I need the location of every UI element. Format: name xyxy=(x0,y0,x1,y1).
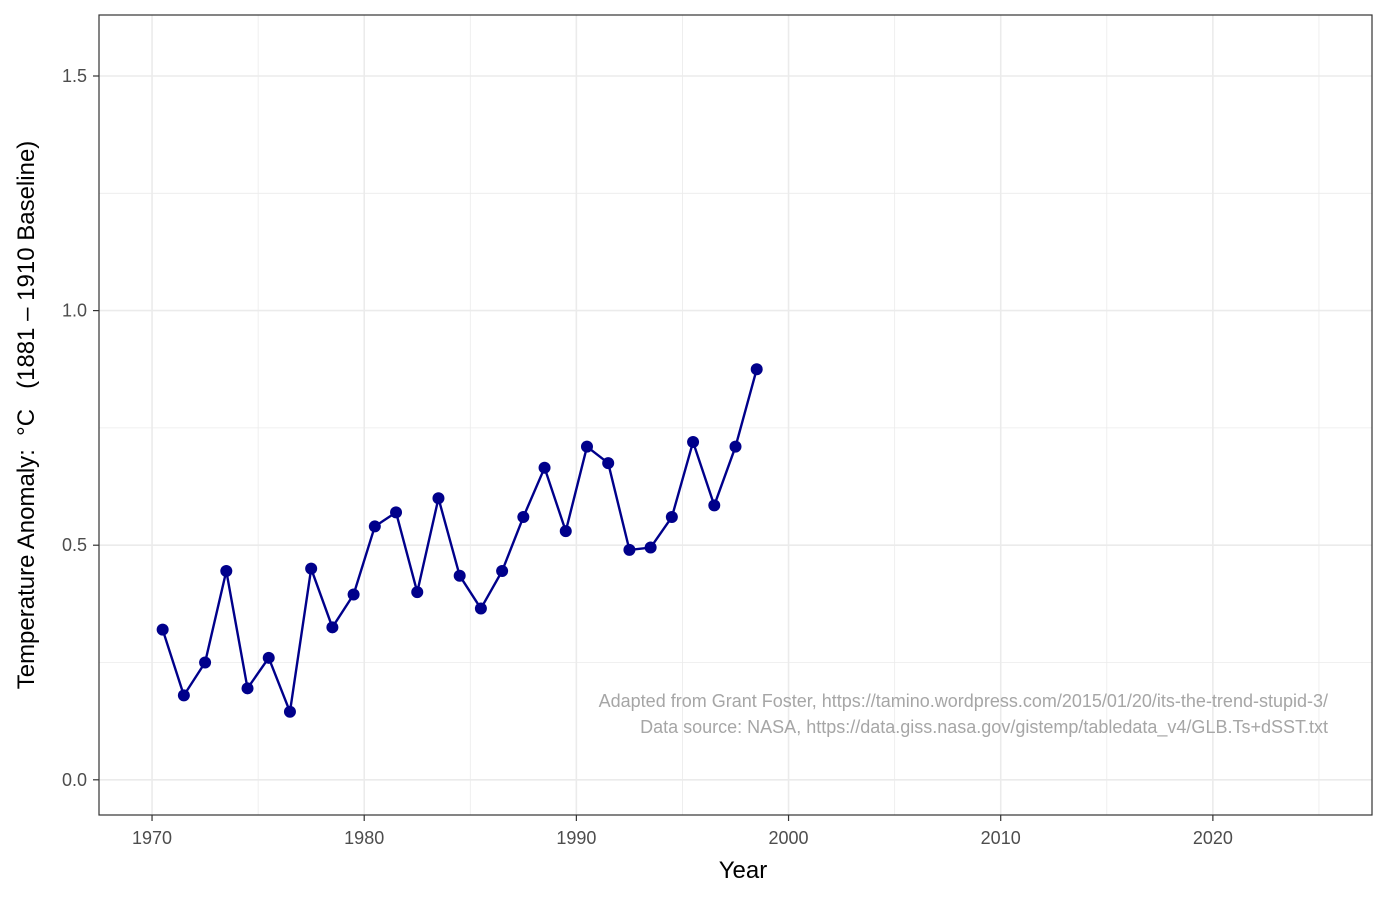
x-tick-label: 2000 xyxy=(769,828,809,848)
data-point xyxy=(665,511,678,524)
data-point xyxy=(177,689,190,702)
data-point xyxy=(368,520,381,533)
data-point xyxy=(283,705,296,718)
axis-ticks: 1970 1980 1990 2000 2010 2020 0.0 0.5 1.0 1.5 xyxy=(62,66,1233,848)
data-point xyxy=(305,562,318,575)
x-axis-title: Year xyxy=(719,857,768,884)
data-point xyxy=(729,440,742,453)
annotations: Adapted from Grant Foster, https://tamin… xyxy=(599,691,1328,738)
data-point xyxy=(750,363,763,376)
y-tick-label: 0.5 xyxy=(62,535,87,555)
x-tick-label: 1990 xyxy=(556,828,596,848)
grid xyxy=(99,15,1372,815)
data-point xyxy=(623,543,636,556)
x-tick-label: 1980 xyxy=(344,828,384,848)
data-point xyxy=(538,461,551,474)
y-tick-label: 1.0 xyxy=(62,301,87,321)
data-point xyxy=(156,623,169,636)
series-layer xyxy=(156,363,763,718)
data-point xyxy=(241,682,254,695)
data-point xyxy=(262,651,275,664)
y-axis-title: Temperature Anomaly: °C (1881 – 1910 Bas… xyxy=(13,141,40,690)
data-point xyxy=(496,565,509,578)
data-point xyxy=(326,621,339,634)
data-point xyxy=(602,457,615,470)
series-line xyxy=(161,368,758,713)
x-tick-label: 1970 xyxy=(132,828,172,848)
data-point xyxy=(580,440,593,453)
data-point xyxy=(347,588,360,601)
data-point xyxy=(474,602,487,615)
data-point xyxy=(220,565,233,578)
annotation-source-1: Adapted from Grant Foster, https://tamin… xyxy=(599,691,1328,711)
data-point xyxy=(708,499,721,512)
x-tick-label: 2020 xyxy=(1193,828,1233,848)
x-tick-label: 2010 xyxy=(981,828,1021,848)
annotation-source-2: Data source: NASA, https://data.giss.nas… xyxy=(640,717,1328,738)
panel-border xyxy=(98,14,1373,816)
data-point xyxy=(687,435,700,448)
y-tick-label: 1.5 xyxy=(62,66,87,86)
data-point xyxy=(390,506,403,519)
data-point xyxy=(644,541,657,554)
data-point xyxy=(453,569,466,582)
data-point xyxy=(559,525,572,538)
data-point xyxy=(199,656,212,669)
data-point xyxy=(411,586,424,599)
data-point xyxy=(517,511,530,524)
y-tick-label: 0.0 xyxy=(62,770,87,790)
data-point xyxy=(432,492,445,505)
